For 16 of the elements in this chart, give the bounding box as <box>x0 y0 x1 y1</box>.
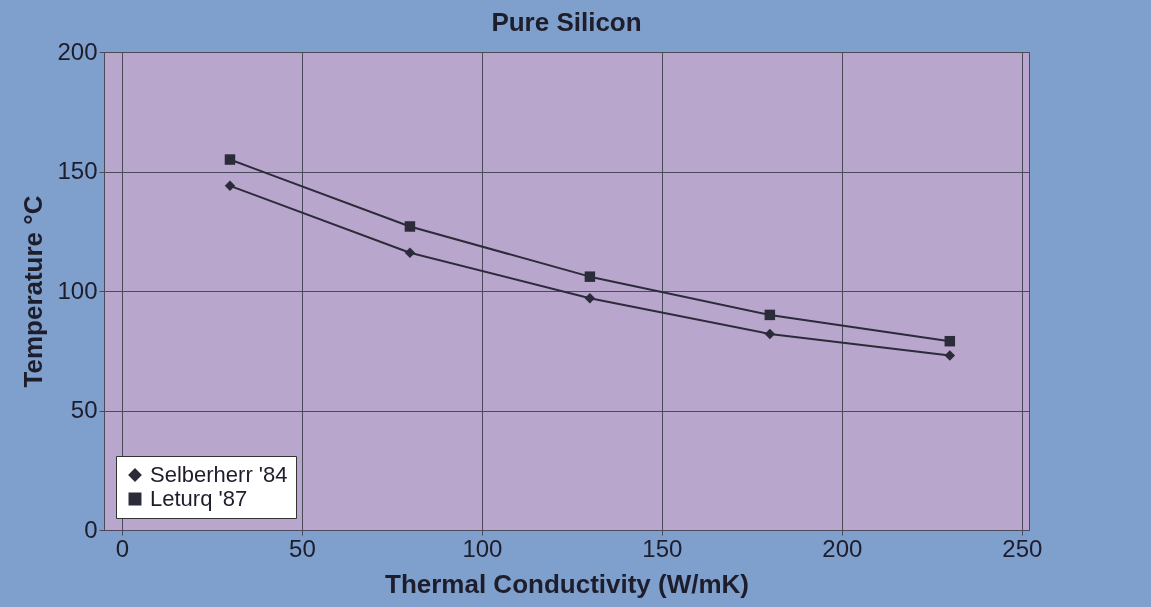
y-tick-label: 0 <box>84 515 98 543</box>
x-tick-label: 250 <box>1002 534 1043 562</box>
legend-label: Leturq '87 <box>150 486 248 511</box>
y-tick-label: 100 <box>57 276 98 304</box>
y-tick-label: 150 <box>57 157 98 184</box>
chart-title: Pure Silicon <box>491 7 642 37</box>
x-tick-label: 150 <box>642 534 683 562</box>
y-tick-label: 50 <box>70 396 98 423</box>
x-tick-label: 50 <box>289 534 316 562</box>
x-axis-title: Thermal Conductivity (W/mK) <box>384 568 750 599</box>
y-axis-title: Temperature °C <box>18 195 49 388</box>
y-tick-label: 200 <box>57 37 98 65</box>
legend-label: Selberherr '84 <box>150 462 288 487</box>
x-tick-label: 0 <box>115 534 130 562</box>
x-tick-label: 200 <box>822 534 863 562</box>
x-tick-label: 100 <box>462 534 503 562</box>
